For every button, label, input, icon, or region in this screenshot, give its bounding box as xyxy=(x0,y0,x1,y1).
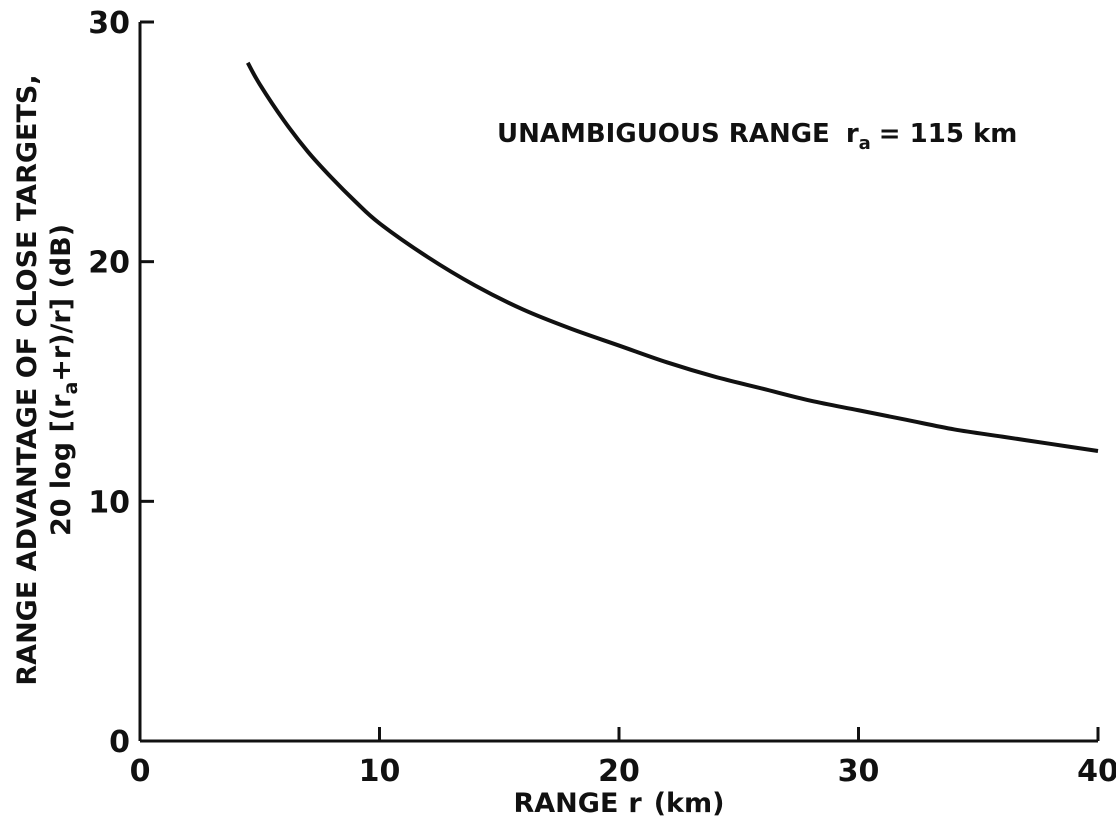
y-tick-label: 20 xyxy=(88,246,130,281)
x-axis-title: RANGE r (km) xyxy=(514,788,725,819)
series-line xyxy=(246,61,1099,453)
y-ticks: 0 10 20 30 xyxy=(88,6,154,760)
x-tick-label: 30 xyxy=(838,754,880,789)
annotation: UNAMBIGUOUS RANGE ra = 115 km xyxy=(497,119,1017,154)
y-axis-title-line1: RANGE ADVANTAGE OF CLOSE TARGETS, xyxy=(12,74,43,685)
y-axis-title-line2: 20 log [(ra+r)/r] (dB) xyxy=(46,224,82,536)
x-tick-label: 0 xyxy=(130,754,151,789)
y-tick-label: 10 xyxy=(88,485,130,520)
y-axis-title: RANGE ADVANTAGE OF CLOSE TARGETS, 20 log… xyxy=(12,74,82,685)
x-ticks: 0 10 20 30 40 xyxy=(130,727,1116,789)
y-tick-label: 0 xyxy=(109,725,130,760)
y-tick-label: 30 xyxy=(88,6,130,41)
x-tick-label: 40 xyxy=(1077,754,1116,789)
x-tick-label: 10 xyxy=(359,754,401,789)
x-tick-label: 20 xyxy=(598,754,640,789)
series xyxy=(246,61,1099,453)
